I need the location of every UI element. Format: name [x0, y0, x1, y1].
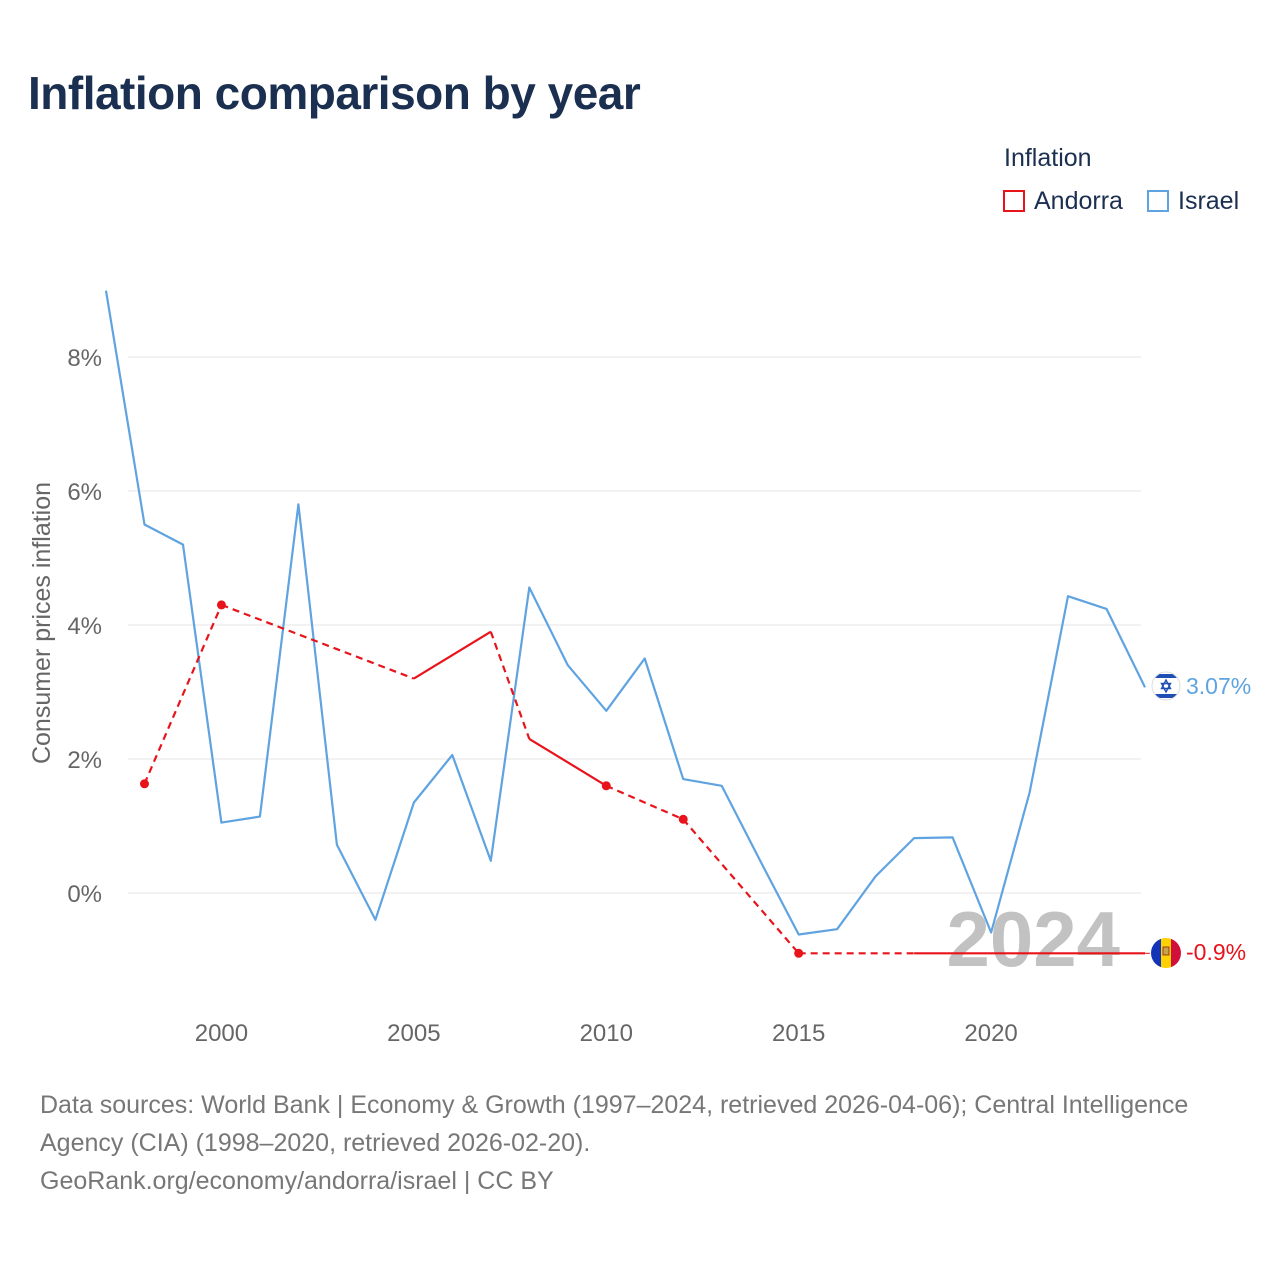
y-tick-label: 8%	[67, 345, 102, 372]
gridlines	[128, 356, 1141, 894]
y-tick-label: 2%	[67, 747, 102, 774]
andorra-line-segment	[682, 818, 800, 955]
andorra-point[interactable]	[601, 781, 611, 791]
andorra-point[interactable]	[794, 948, 804, 958]
andorra-point[interactable]	[139, 779, 149, 789]
x-tick-label: 2010	[580, 1020, 633, 1047]
x-tick-label: 2000	[195, 1020, 248, 1047]
y-axis-label: Consumer prices inflation	[28, 482, 56, 764]
andorra-flag-icon	[1151, 938, 1181, 968]
legend-swatch-andorra	[1003, 190, 1025, 212]
legend-label-israel: Israel	[1178, 186, 1240, 215]
israel-end-label: 3.07%	[1186, 673, 1251, 699]
data-sources: Data sources: World Bank | Economy & Gro…	[40, 1091, 1189, 1157]
y-tick-labels: 0% 2% 4% 6% 8%	[67, 345, 102, 908]
legend-item-andorra[interactable]: Andorra	[1003, 186, 1123, 216]
series-israel	[104, 290, 1146, 936]
line-chart: 2024 0% 2% 4% 6% 8% 2000 2005 2010 2015 2020 Con…	[28, 290, 1251, 1047]
andorra-line-segment	[489, 631, 531, 740]
legend-item-israel[interactable]: Israel	[1147, 186, 1239, 216]
andorra-line-segment	[413, 630, 492, 680]
footer: Data sources: World Bank | Economy & Gro…	[40, 1086, 1240, 1200]
year-watermark: 2024	[946, 895, 1120, 983]
andorra-end-label: -0.9%	[1186, 939, 1246, 965]
legend-title: Inflation	[1004, 144, 1092, 172]
x-tick-label: 2005	[387, 1020, 440, 1047]
andorra-line-segment	[528, 737, 607, 787]
y-tick-label: 6%	[67, 479, 102, 506]
legend-swatch-israel	[1147, 190, 1169, 212]
credit-link[interactable]: GeoRank.org/economy/andorra/israel | CC …	[40, 1167, 554, 1195]
israel-flag-icon	[1151, 671, 1181, 701]
chart-title: Inflation comparison by year	[28, 67, 641, 119]
x-tick-label: 2020	[964, 1020, 1017, 1047]
legend-label-andorra: Andorra	[1034, 186, 1123, 215]
andorra-point[interactable]	[216, 600, 226, 610]
andorra-line-segment	[143, 604, 223, 785]
x-tick-label: 2015	[772, 1020, 825, 1047]
y-tick-label: 0%	[67, 881, 102, 908]
andorra-line-segment	[605, 784, 684, 821]
andorra-point[interactable]	[678, 814, 688, 824]
series-andorra	[139, 600, 1150, 958]
israel-line	[104, 290, 1146, 936]
andorra-line-segment	[221, 603, 415, 680]
x-tick-labels: 2000 2005 2010 2015 2020	[195, 1020, 1018, 1047]
y-tick-label: 4%	[67, 613, 102, 640]
